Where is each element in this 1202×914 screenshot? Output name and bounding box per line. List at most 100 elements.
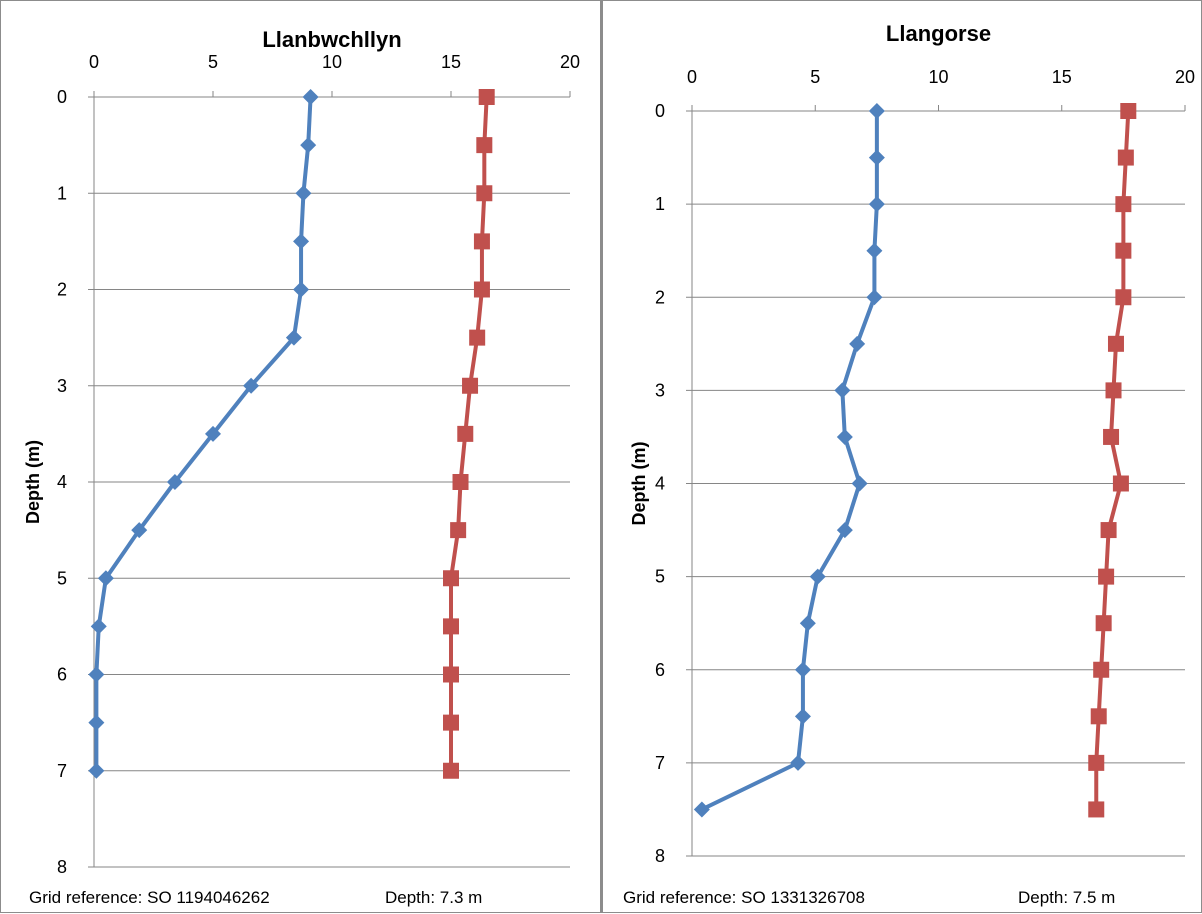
grid-reference-text: Grid reference: SO 1194046262 — [29, 888, 270, 907]
chart-llangorse: Llangorse 0 1 2 3 4 5 6 7 8 0 5 10 15 20 Depth (m) Grid … — [623, 21, 1195, 907]
chart-title: Llangorse — [886, 21, 991, 46]
data-point-square — [443, 618, 459, 635]
data-point-diamond — [866, 242, 883, 259]
data-point-square — [1115, 196, 1132, 213]
data-point-square — [443, 762, 459, 779]
data-point-square — [457, 425, 474, 442]
x-tick-label: 20 — [1175, 67, 1195, 87]
data-point-diamond — [836, 428, 853, 445]
data-point-square — [1093, 661, 1110, 678]
y-tick-label: 3 — [655, 380, 665, 400]
x-tick-label: 0 — [89, 52, 99, 72]
grid-reference-text: Grid reference: SO 1331326708 — [623, 888, 865, 907]
y-tick-label: 6 — [57, 665, 67, 685]
y-tick-label: 6 — [655, 660, 665, 680]
data-point-square — [443, 570, 459, 587]
chart-panel-llanbwchllyn: Llanbwchllyn 0 1 2 3 4 5 6 7 8 0 5 10 15 20 Depth (m) Gr… — [0, 0, 601, 913]
y-tick-label: 0 — [655, 101, 665, 121]
y-tick-label: 4 — [57, 472, 67, 492]
data-point-diamond — [300, 137, 317, 154]
x-tick-label: 15 — [441, 52, 461, 72]
data-point-diamond — [693, 801, 710, 818]
data-point-diamond — [243, 377, 260, 394]
x-tick-label: 0 — [687, 67, 697, 87]
chart-llanbwchllyn: Llanbwchllyn 0 1 2 3 4 5 6 7 8 0 5 10 15 20 Depth (m) Gr… — [23, 27, 580, 907]
data-point-diamond — [205, 425, 221, 442]
depth-text: Depth: 7.3 m — [385, 888, 482, 907]
data-point-square — [462, 377, 479, 394]
data-point-diamond — [834, 382, 851, 399]
data-point-square — [473, 233, 490, 250]
data-point-square — [452, 474, 469, 490]
data-point-diamond — [836, 522, 853, 539]
data-point-diamond — [794, 708, 811, 725]
data-point-diamond — [789, 754, 806, 771]
y-axis-label: Depth (m) — [629, 442, 649, 526]
data-point-square — [469, 329, 486, 346]
y-tick-label: 5 — [57, 568, 67, 588]
chart-panel-llangorse: Llangorse 0 1 2 3 4 5 6 7 8 0 5 10 15 20 Depth (m) Grid … — [601, 0, 1202, 913]
y-tick-label: 7 — [655, 753, 665, 773]
x-tick-label: 5 — [810, 67, 820, 87]
data-point-square — [1120, 103, 1137, 119]
data-point-square — [1090, 708, 1107, 725]
data-point-square — [473, 281, 490, 298]
data-point-square — [1112, 475, 1129, 492]
series-line-red — [1094, 110, 1131, 810]
chart-title: Llanbwchllyn — [262, 27, 401, 52]
data-point-diamond — [868, 103, 885, 119]
data-point-diamond — [851, 475, 868, 492]
data-point-square — [1117, 149, 1134, 166]
y-tick-label: 4 — [655, 474, 665, 494]
y-tick-label: 3 — [57, 376, 67, 396]
x-tick-label: 20 — [560, 52, 580, 72]
data-point-square — [478, 89, 495, 105]
data-point-square — [450, 522, 467, 539]
data-point-diamond — [868, 196, 885, 213]
data-point-square — [443, 666, 459, 683]
data-point-diamond — [88, 666, 105, 683]
data-point-diamond — [88, 714, 105, 731]
data-point-diamond — [866, 289, 883, 306]
y-tick-label: 7 — [57, 761, 67, 781]
y-tick-label: 5 — [655, 567, 665, 587]
data-point-diamond — [166, 474, 183, 490]
data-point-square — [1098, 568, 1115, 585]
data-point-diamond — [868, 149, 885, 166]
y-tick-label: 8 — [655, 846, 665, 866]
y-tick-label: 2 — [57, 280, 67, 300]
data-point-square — [1115, 242, 1132, 259]
y-axis-label: Depth (m) — [23, 440, 43, 524]
y-tick-label: 1 — [57, 183, 67, 203]
data-point-square — [1100, 522, 1117, 539]
x-tick-label: 10 — [322, 52, 342, 72]
data-point-square — [443, 714, 459, 731]
x-tick-label: 10 — [928, 67, 948, 87]
data-point-square — [1088, 754, 1105, 771]
data-point-square — [1095, 615, 1112, 632]
data-point-diamond — [293, 281, 310, 298]
series-line-blue — [700, 111, 879, 812]
data-point-diamond — [794, 661, 811, 678]
data-point-diamond — [90, 618, 107, 635]
data-point-diamond — [799, 615, 816, 632]
data-point-diamond — [285, 329, 302, 346]
data-point-square — [1088, 801, 1105, 818]
data-point-square — [476, 185, 493, 202]
data-point-diamond — [302, 89, 319, 105]
data-point-diamond — [131, 522, 148, 539]
depth-text: Depth: 7.5 m — [1018, 888, 1115, 907]
y-tick-label: 1 — [655, 194, 665, 214]
data-point-square — [1105, 382, 1122, 399]
x-tick-label: 5 — [208, 52, 218, 72]
data-point-diamond — [293, 233, 310, 250]
data-point-square — [1103, 428, 1120, 445]
data-point-square — [476, 137, 493, 154]
data-point-diamond — [295, 185, 312, 202]
y-tick-label: 8 — [57, 857, 67, 877]
data-point-square — [1107, 335, 1124, 352]
data-point-diamond — [809, 568, 826, 585]
data-point-diamond — [97, 570, 114, 587]
y-tick-label: 2 — [655, 287, 665, 307]
data-point-diamond — [88, 762, 105, 779]
